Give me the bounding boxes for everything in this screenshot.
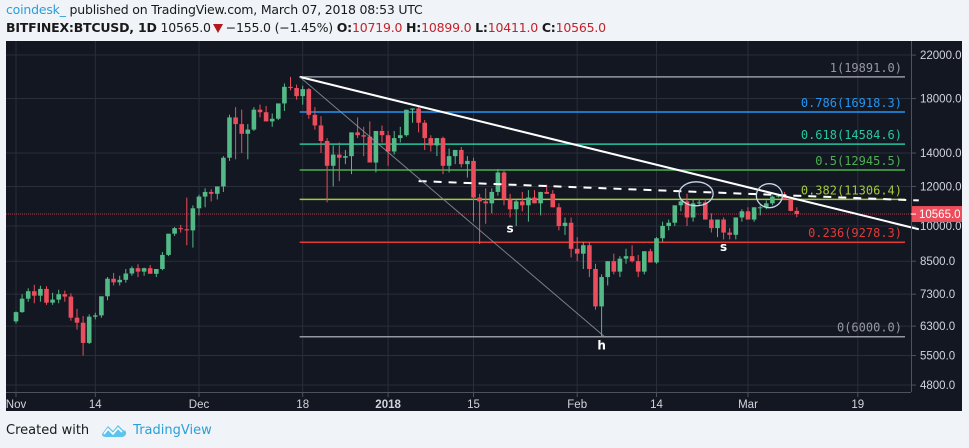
time-tick-label: 14	[650, 399, 663, 411]
price-tick-label: 6300.0	[920, 321, 955, 333]
footer: Created with TradingView	[6, 422, 212, 438]
fibonacci-retracement[interactable]: 1(19891.0) 0.786(16918.3) 0.618(14584.6) 0.…	[299, 61, 905, 338]
fib-level-label: 0.618(14584.6)	[801, 128, 902, 142]
time-tick-label: Dec	[189, 399, 210, 411]
close-label: C:	[541, 20, 556, 35]
price-tick-label: 7300.0	[920, 289, 955, 301]
tradingview-logo-icon	[102, 425, 127, 437]
open-label: O:	[336, 20, 352, 35]
pattern-annotation: s	[720, 240, 727, 254]
price-chart[interactable]: 1(19891.0) 0.786(16918.3) 0.618(14584.6) 0.…	[6, 41, 962, 411]
symbol-label: BITFINEX:BTCUSD, 1D	[6, 20, 157, 35]
tradingview-link[interactable]: TradingView	[133, 422, 212, 438]
last-price-label: 10565.0	[919, 209, 961, 221]
time-tick-label: Mar	[738, 399, 758, 411]
price-tick-label: 12000.0	[920, 181, 962, 193]
price-tick-label: 8500.0	[920, 256, 955, 268]
time-tick-label: 15	[467, 399, 480, 411]
pattern-annotation: s	[507, 222, 514, 236]
price-axis[interactable]: 22000.0 18000.0 14000.0 12000.0 10000.0 8500.…	[911, 50, 962, 392]
created-with-label: Created with	[6, 422, 90, 438]
time-tick-label: Feb	[567, 399, 587, 411]
open-value: 10719.0	[351, 20, 403, 35]
chart-canvas[interactable]: 1(19891.0) 0.786(16918.3) 0.618(14584.6) 0.…	[6, 41, 962, 411]
last-price: 10565.0	[160, 20, 211, 35]
fib-level-label: 0.786(16918.3)	[801, 96, 902, 110]
publish-line: coindesk_ published on TradingView.com, …	[6, 2, 423, 17]
price-tick-label: 14000.0	[920, 148, 962, 160]
price-tick-label: 18000.0	[920, 94, 962, 106]
time-axis[interactable]: Nov 14 Dec 18 2018 15 Feb 14 Mar 19	[6, 392, 864, 411]
fib-level-label: 0.5(12945.5)	[815, 154, 902, 168]
price-tick-label: 22000.0	[920, 50, 962, 62]
last-price-badge	[912, 206, 962, 223]
candlesticks	[13, 76, 800, 356]
time-tick-label: 14	[89, 399, 102, 411]
fib-level-label: 0.236(9278.3)	[808, 226, 902, 240]
time-tick-label: 19	[851, 399, 864, 411]
price-change: −155.0 (−1.45%)	[225, 20, 333, 35]
symbol-line: BITFINEX:BTCUSD, 1D 10565.0 −155.0 (−1.45…	[6, 20, 606, 35]
fib-level-label: 0.382(11306.4)	[801, 183, 902, 197]
time-tick-label: 18	[296, 399, 309, 411]
high-label: H:	[406, 20, 422, 35]
low-value: 10411.0	[487, 20, 539, 35]
down-triangle-icon	[212, 24, 223, 33]
publish-info: published on TradingView.com, March 07, …	[65, 2, 423, 17]
time-tick-label: 2018	[375, 399, 401, 411]
publisher-link[interactable]: coindesk_	[6, 2, 66, 17]
price-tick-label: 5500.0	[920, 351, 955, 363]
fib-level-label: 1(19891.0)	[830, 61, 902, 75]
high-value: 10899.0	[421, 20, 472, 35]
time-tick-label: Nov	[6, 399, 26, 411]
highlight-ellipse[interactable]	[755, 183, 783, 209]
low-label: L:	[475, 20, 488, 35]
highlight-ellipse[interactable]	[678, 181, 714, 207]
grid-lines	[6, 41, 911, 392]
fib-diagonal-line[interactable]	[299, 76, 605, 338]
fib-level-label: 0(6000.0)	[837, 321, 902, 335]
price-tick-label: 10000.0	[920, 221, 962, 233]
pattern-annotation: h	[597, 339, 606, 353]
descending-trendline[interactable]	[299, 75, 920, 231]
close-value: 10565.0	[555, 20, 606, 35]
price-tick-label: 4800.0	[920, 380, 955, 392]
